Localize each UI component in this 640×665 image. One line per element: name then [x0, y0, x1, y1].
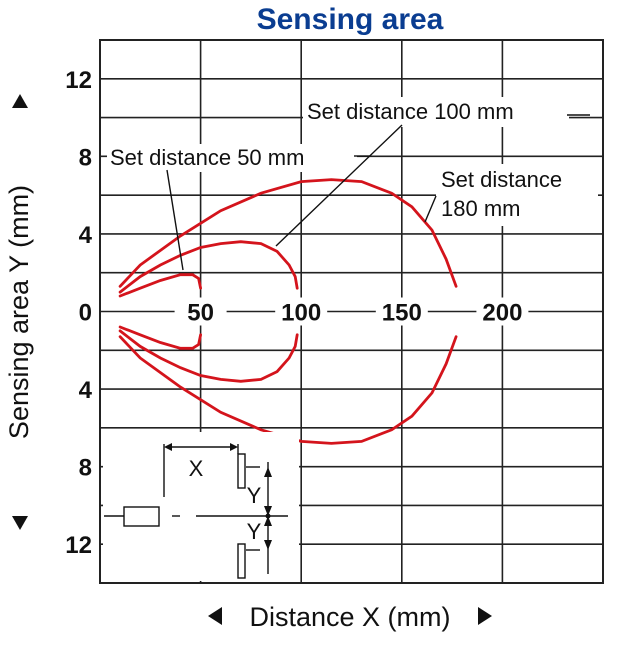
center-dot	[265, 513, 271, 519]
y-tick-label: 8	[79, 455, 92, 482]
x-axis-label: Distance X (mm)	[249, 602, 450, 632]
series-2-lower-curve	[118, 329, 299, 383]
x-tick-label-background	[174, 297, 227, 326]
leader-line-100	[275, 124, 403, 247]
y-axis-label: Sensing area Y (mm)	[4, 185, 34, 439]
annotation-set-distance-100: Set distance 100 mm	[307, 99, 514, 124]
y-tick-label: 0	[79, 300, 92, 327]
y-axis-arrow-down-icon	[12, 516, 28, 530]
y-arrow-up-lower-icon	[264, 516, 272, 526]
annotation-set-distance-180-value: 180 mm	[441, 196, 520, 221]
diagram-y-label-upper: Y	[247, 483, 262, 508]
annotation-set-distance-180: Set distance	[441, 167, 562, 192]
annotation-set-distance-50: Set distance 50 mm	[110, 145, 304, 170]
y-axis-arrow-up-icon	[12, 94, 28, 108]
y-tick-label: 12	[65, 67, 92, 94]
x-tick-label-background	[275, 297, 328, 326]
series-3-upper-curve	[118, 178, 458, 288]
leader-line-50	[166, 169, 184, 271]
chart-title: Sensing area	[257, 3, 444, 36]
target-lower-block	[237, 543, 246, 579]
x-tick-label: 50	[187, 300, 214, 327]
x-tick-label-background	[375, 297, 428, 326]
series-1-lower-curve	[118, 325, 202, 350]
y-tick-label: 8	[79, 144, 92, 171]
x-axis-arrow-left-icon	[208, 607, 222, 625]
y-tick-label: 4	[79, 377, 93, 404]
y-tick-label: 12	[65, 532, 92, 559]
series-curves	[118, 178, 458, 445]
annotation-background	[436, 164, 598, 226]
y-arrow-up-icon	[264, 467, 272, 477]
tick-labels: 12 8 4 0 4 8 12 50 100 150 200	[65, 67, 529, 559]
y-arrow-down-icon	[264, 540, 272, 550]
annotation-background	[107, 144, 357, 172]
x-tick-label-background	[476, 297, 529, 326]
annotation-background	[303, 97, 569, 127]
y-tick-label: 4	[79, 222, 93, 249]
x-axis-label-group: Distance X (mm)	[208, 602, 492, 632]
x-tick-label: 150	[382, 300, 422, 327]
setup-diagram: X YY	[103, 432, 299, 581]
series-2-upper-curve	[118, 240, 299, 294]
x-arrow-left-icon	[164, 443, 172, 451]
x-tick-label: 200	[482, 300, 522, 327]
series-1-upper-curve	[118, 273, 202, 298]
y-arrow-down-upper-icon	[264, 506, 272, 516]
diagram-y-label-lower: Y	[247, 519, 262, 544]
x-tick-label: 100	[281, 300, 321, 327]
x-axis-arrow-right-icon	[478, 607, 492, 625]
series-3-lower-curve	[118, 335, 458, 445]
x-arrow-right-icon	[230, 443, 238, 451]
target-upper-block	[237, 453, 246, 489]
leader-line-180	[424, 195, 437, 223]
emitter-block	[123, 506, 160, 527]
y-axis-label-group: Sensing area Y (mm)	[4, 94, 34, 530]
diagram-x-label: X	[189, 456, 204, 481]
